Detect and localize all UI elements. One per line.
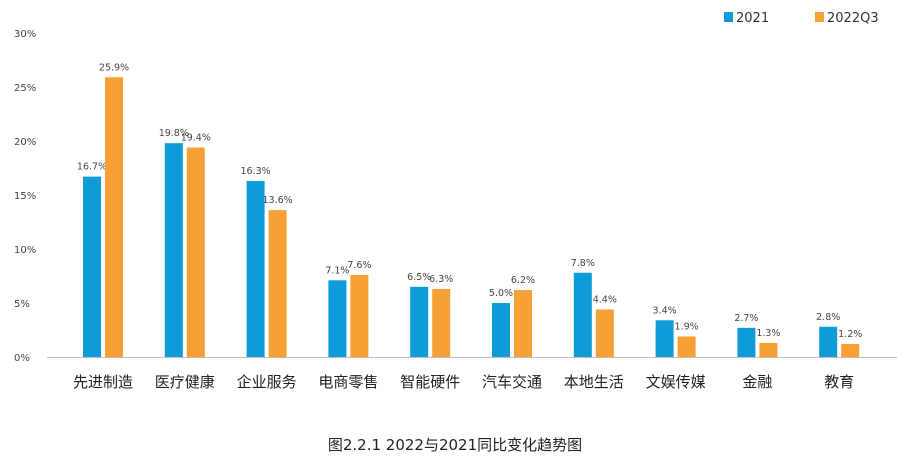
y-tick-label: 15% xyxy=(14,191,36,202)
bar-2021 xyxy=(164,143,183,357)
x-axis: 先进制造 医疗健康 企业服务 电商零售 智能硬件 汽车交通 本地生活 文娱传媒 金融 教育 xyxy=(73,373,854,391)
bar-2022q3 xyxy=(350,274,369,357)
bar-2021 xyxy=(492,303,510,357)
y-tick-label: 30% xyxy=(14,29,36,40)
bar-2022q3 xyxy=(268,210,287,357)
data-label: 6.3% xyxy=(429,274,453,285)
data-label: 19.4% xyxy=(181,132,211,143)
category-label: 电商零售 xyxy=(318,373,378,391)
legend-swatch xyxy=(815,12,824,22)
data-label: 1.2% xyxy=(838,329,862,340)
data-label: 1.3% xyxy=(756,328,780,339)
category-label: 本地生活 xyxy=(564,373,624,391)
data-label: 1.9% xyxy=(675,321,699,332)
data-label: 13.6% xyxy=(263,195,293,206)
y-tick-label: 25% xyxy=(14,83,36,94)
y-axis: 0% 5% 10% 15% 20% 25% 30% xyxy=(14,29,36,364)
legend: 2021 2022Q3 xyxy=(724,11,879,26)
category-label: 汽车交通 xyxy=(482,373,542,391)
bar-2022q3 xyxy=(432,288,451,357)
data-label: 7.6% xyxy=(347,260,371,271)
category-label: 企业服务 xyxy=(237,373,297,391)
category-label: 教育 xyxy=(824,373,854,391)
legend-swatch xyxy=(724,12,733,22)
data-label: 2.7% xyxy=(734,313,758,324)
data-label: 25.9% xyxy=(99,62,129,73)
y-tick-label: 5% xyxy=(14,299,30,310)
data-label: 7.8% xyxy=(571,258,595,269)
y-tick-label: 0% xyxy=(14,353,30,364)
category-label: 文娱传媒 xyxy=(646,373,706,391)
data-label: 3.4% xyxy=(653,305,677,316)
data-label: 6.2% xyxy=(511,275,535,286)
bars: 16.7% 25.9% 19.8%19.4% 16.3% 13.6% 7.1%7.6% 6.… xyxy=(77,62,862,357)
bar-2022q3 xyxy=(105,77,123,357)
bar-2021 xyxy=(83,176,101,357)
bar-2022q3 xyxy=(186,147,205,357)
bar-2021 xyxy=(819,326,838,357)
y-tick-label: 10% xyxy=(14,245,36,256)
category-label: 智能硬件 xyxy=(400,373,460,391)
category-label: 金融 xyxy=(742,373,772,391)
bar-2022q3 xyxy=(595,309,614,357)
data-label: 4.4% xyxy=(593,294,617,305)
bar-2022q3 xyxy=(841,344,860,357)
bar-2022q3 xyxy=(514,290,532,357)
data-label: 5.0% xyxy=(489,288,513,299)
bar-2022q3 xyxy=(677,336,696,357)
data-label: 19.8% xyxy=(159,128,189,139)
data-label: 2.8% xyxy=(816,312,840,323)
category-label: 先进制造 xyxy=(73,373,133,391)
y-tick-label: 20% xyxy=(14,137,36,148)
legend-label: 2021 xyxy=(736,11,769,26)
figure-caption: 图2.2.1 2022与2021同比变化趋势图 xyxy=(328,436,582,454)
bar-2022q3 xyxy=(759,342,778,357)
bar-2021 xyxy=(655,320,674,357)
data-label: 6.5% xyxy=(407,272,431,283)
data-label: 16.3% xyxy=(241,166,271,177)
bar-2021 xyxy=(410,286,429,357)
bar-2021 xyxy=(246,180,265,357)
category-label: 医疗健康 xyxy=(155,373,215,391)
bar-2021 xyxy=(573,272,592,357)
bar-2021 xyxy=(328,280,347,357)
legend-label: 2022Q3 xyxy=(827,11,879,26)
data-label: 16.7% xyxy=(77,162,107,173)
data-label: 7.1% xyxy=(325,265,349,276)
bar-2021 xyxy=(737,327,756,357)
